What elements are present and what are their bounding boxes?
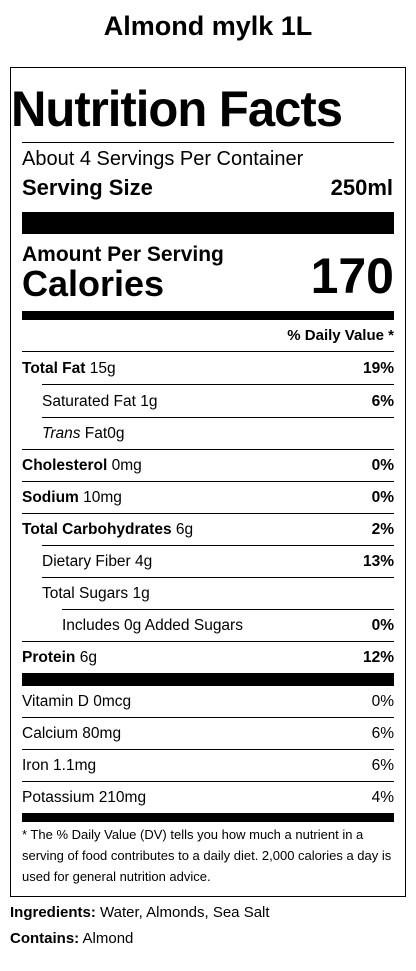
nutrient-row-total-sugars: Total Sugars 1g [42,578,394,610]
contains-label: Contains: [10,930,80,947]
vitamin-amount: 1.1mg [53,757,97,774]
vitamin-dv: 0% [371,693,394,710]
vitamin-amount: 210mg [98,789,147,806]
thick-divider-top [22,212,394,234]
nutrient-name: Protein [22,649,76,666]
nutrient-amount: 6g [175,521,194,538]
contains-text: Almond [82,930,134,947]
vitamin-dv: 6% [371,725,394,742]
nutrition-facts-panel [10,67,406,897]
ingredients-line: Ingredients: Water, Almonds, Sea Salt [10,903,270,923]
nutrient-name: Total Fat [22,360,86,377]
ingredients-text: Water, Almonds, Sea Salt [100,904,270,921]
nutrient-dv: 12% [362,649,394,666]
nutrient-dv: 13% [362,553,394,570]
nutrient-row-total-carbohydrates: Total Carbohydrates 6g 2% [22,514,394,546]
vitamin-row-potassium: Potassium 210mg 4% [22,782,394,814]
vitamin-row-calcium: Calcium 80mg 6% [22,718,394,750]
nutrient-name: Total Carbohydrates [22,521,172,538]
nutrient-name: Cholesterol [22,457,108,474]
thick-divider-footnote [22,813,394,822]
vitamin-name: Calcium [22,725,78,742]
nutrient-name: Dietary Fiber [42,553,131,570]
nutrient-dv: 0% [371,489,394,506]
nutrient-row-trans-fat: Trans Fat0g [22,418,394,450]
vitamin-amount: 80mg [82,725,122,742]
nutrient-amount: 0mg [111,457,142,474]
contains-line: Contains: Almond [10,929,133,949]
nutrition-facts-title: Nutrition Facts [11,81,343,137]
serving-size-label: Serving Size [22,175,153,200]
vitamin-amount: 0mcg [93,693,132,710]
nutrient-name-italic: Trans [42,425,81,442]
nutrient-name: Includes 0g Added Sugars [62,617,243,634]
nutrient-name: Total Sugars [42,585,129,602]
nutrient-amount: 6g [79,649,97,666]
nutrient-name: Sodium [22,489,79,506]
nutrient-amount: 0g [107,425,125,442]
daily-value-header: % Daily Value * [287,327,394,344]
amount-per-serving: Amount Per Serving [22,243,224,266]
vitamin-row-vitamin-d: Vitamin D 0mcg 0% [22,686,394,718]
ingredients-label: Ingredients: [10,904,96,921]
calories-label: Calories [22,263,165,304]
nutrient-amount: 15g [89,360,116,377]
nutrient-dv: 6% [371,393,394,410]
nutrient-amount: 1g [132,585,150,602]
thick-divider-vitamins [22,673,394,686]
daily-value-footnote: * The % Daily Value (DV) tells you how m… [22,827,392,884]
nutrient-dv: 0% [371,617,394,634]
medium-divider [22,311,394,320]
nutrient-amount: 1g [140,393,158,410]
nutrient-dv: 19% [362,360,394,377]
vitamin-dv: 4% [371,789,394,806]
vitamin-row-iron: Iron 1.1mg 6% [22,750,394,782]
nutrient-amount: 4g [135,553,153,570]
nutrient-row-total-fat: Total Fat 15g 19% [22,353,394,385]
dv-header-divider [22,351,394,352]
nutrient-amount: 10mg [83,489,122,506]
vitamin-name: Iron [22,757,49,774]
serving-size-value: 250ml [330,175,393,200]
nutrient-name: Saturated Fat [42,393,136,410]
nutrient-row-cholesterol: Cholesterol 0mg 0% [22,450,394,482]
servings-per-container: About 4 Servings Per Container [22,148,304,170]
title-divider [22,142,394,143]
calories-value: 170 [310,248,394,304]
nutrient-name: Fat [84,425,108,442]
nutrient-row-added-sugars: Includes 0g Added Sugars 0% [22,610,394,642]
nutrient-dv: 0% [371,457,394,474]
product-title: Almond mylk 1L [103,11,313,41]
nutrient-row-sodium: Sodium 10mg 0% [22,482,394,514]
vitamin-name: Potassium [22,789,95,806]
nutrient-row-saturated-fat: Saturated Fat 1g 6% [42,386,394,418]
vitamin-name: Vitamin D [22,693,89,710]
vitamin-dv: 6% [371,757,394,774]
nutrient-row-dietary-fiber: Dietary Fiber 4g 13% [42,546,394,578]
nutrient-dv: 2% [371,521,394,538]
nutrient-row-protein: Protein 6g 12% [22,642,394,674]
